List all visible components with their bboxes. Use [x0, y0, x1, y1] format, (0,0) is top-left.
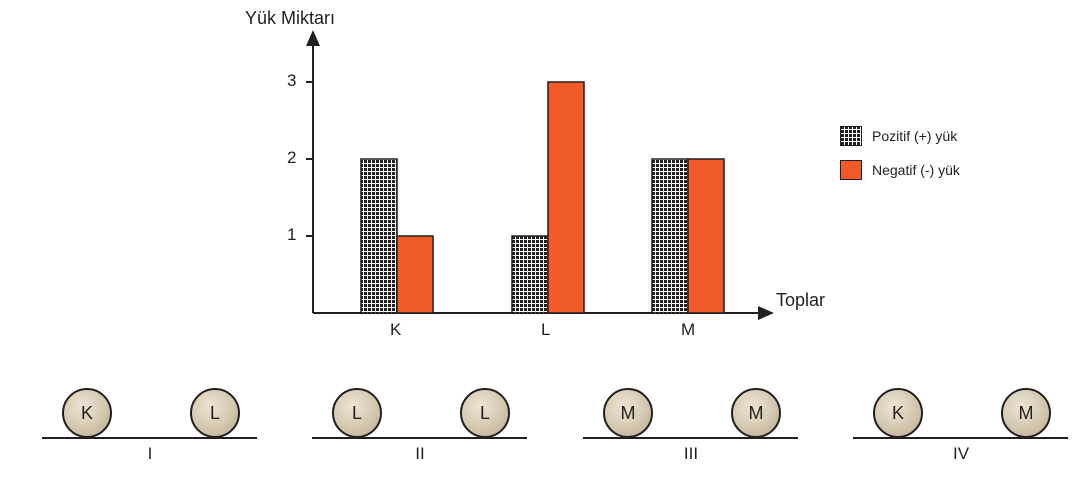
ball-right: M: [731, 388, 781, 438]
ball-left: K: [62, 388, 112, 438]
bar-m-positive: [651, 158, 689, 314]
bar-l-negative: [547, 81, 585, 314]
legend-swatch-positive: [840, 126, 862, 146]
bar-m-negative: [687, 158, 725, 314]
ball-left: M: [603, 388, 653, 438]
ball-right: M: [1001, 388, 1051, 438]
surface-line: [312, 437, 527, 439]
legend-label-negative: Negatif (-) yük: [872, 162, 960, 178]
ball-left: K: [873, 388, 923, 438]
surface-line: [42, 437, 257, 439]
x-axis-arrow: [758, 306, 774, 320]
arrangement-label: I: [147, 444, 153, 463]
surface-line: [853, 437, 1068, 439]
x-axis-label: Toplar: [776, 290, 826, 310]
y-tick-label-1: 1: [287, 225, 297, 244]
ball-right: L: [460, 388, 510, 438]
bar-k-negative: [396, 235, 434, 314]
arrangement-label: IV: [952, 444, 970, 463]
ball-right: L: [190, 388, 240, 438]
bar-l-positive: [511, 235, 549, 314]
x-tick-label-m: M: [681, 320, 696, 339]
bar-k-positive: [360, 158, 398, 314]
arrangement-label: II: [415, 444, 425, 463]
y-tick-label-3: 3: [287, 71, 297, 90]
legend-label-positive: Pozitif (+) yük: [872, 128, 958, 144]
x-tick-label-l: L: [541, 320, 551, 339]
y-axis-arrow: [306, 30, 320, 46]
y-axis-label: Yük Miktarı: [245, 8, 336, 28]
charge-bar-chart: [306, 30, 774, 320]
legend-swatch-negative: [840, 160, 862, 180]
surface-line: [583, 437, 798, 439]
ball-left: L: [332, 388, 382, 438]
x-tick-label-k: K: [390, 320, 402, 339]
arrangement-label: III: [683, 444, 699, 463]
y-tick-label-2: 2: [287, 148, 297, 167]
